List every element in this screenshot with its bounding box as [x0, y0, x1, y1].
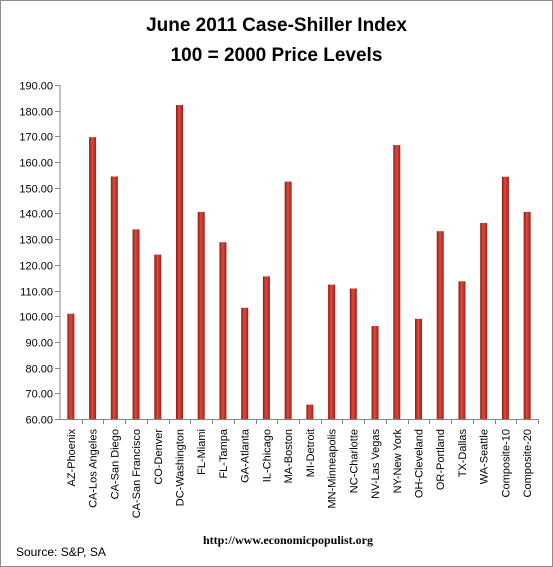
bar — [393, 145, 401, 419]
x-tick-label: AZ-Phoenix — [66, 429, 78, 487]
bar — [132, 229, 140, 419]
bar — [523, 211, 531, 419]
x-tick-label: CO-Denver — [153, 429, 165, 485]
y-tick-label: 120.00 — [19, 261, 53, 273]
x-tick-label: CA-Los Angeles — [88, 429, 100, 508]
bar — [328, 284, 336, 419]
y-tick-label: 140.00 — [19, 209, 53, 221]
y-tick-label: 130.00 — [19, 235, 53, 247]
x-tick-label: DC-Washington — [175, 429, 187, 506]
bar-series — [67, 105, 531, 419]
x-tick-label: FL-Tampa — [218, 428, 230, 478]
source-note: Source: S&P, SA — [16, 545, 106, 559]
bar — [154, 254, 162, 419]
y-tick-label: 100.00 — [19, 312, 53, 324]
bar — [480, 222, 488, 419]
y-tick-label: 70.00 — [25, 389, 53, 401]
x-tick-label: GA-Atlanta — [240, 428, 252, 483]
x-tick-label: NC-Charlotte — [348, 429, 360, 493]
y-tick-label: 60.00 — [25, 415, 53, 427]
y-tick-label: 150.00 — [19, 184, 53, 196]
bar — [349, 288, 357, 419]
y-tick-label: 180.00 — [19, 107, 53, 119]
x-tick-label: CA-San Diego — [109, 429, 121, 499]
bar — [262, 276, 270, 419]
y-tick-label: 80.00 — [25, 364, 53, 376]
bar — [241, 307, 249, 419]
bar — [415, 318, 422, 419]
chart-title-line2: 100 = 2000 Price Levels — [170, 45, 383, 66]
x-tick-label: MI-Detroit — [305, 429, 317, 477]
x-axis: AZ-Phoenix CA-Los Angeles CA-San Diego CA-S… — [60, 419, 539, 518]
x-tick-label: MA-Boston — [283, 429, 295, 483]
y-tick-label: 190.00 — [19, 81, 53, 93]
bar — [176, 105, 183, 419]
x-tick-label: Composite-20 — [522, 429, 534, 497]
x-tick-label: OR-Portland — [435, 429, 447, 490]
x-tick-label: NY-New York — [392, 429, 404, 494]
x-tick-label: MN-Minneapolis — [327, 429, 339, 509]
x-tick-label: OH-Cleveland — [414, 429, 426, 498]
bar — [371, 325, 379, 419]
x-tick-label: WA-Seattle — [479, 429, 491, 484]
y-tick-label: 170.00 — [19, 132, 53, 144]
x-tick-label: NV-Las Vegas — [370, 429, 382, 499]
y-tick-label: 90.00 — [25, 338, 53, 350]
bar — [67, 313, 75, 419]
y-axis: 60.00 70.00 80.00 90.00 100.00 110.00 120.00 13… — [19, 81, 61, 427]
bar — [501, 176, 509, 419]
x-tick-label: CA-San Francisco — [131, 429, 143, 518]
bar — [284, 181, 292, 419]
bar — [89, 137, 97, 419]
x-tick-label: FL-Miami — [196, 429, 208, 475]
x-tick-label: TX-Dallas — [457, 429, 469, 478]
source-url[interactable]: http://www.economicpopulist.org — [203, 533, 374, 547]
x-tick-label: IL-Chicago — [261, 429, 273, 482]
bar — [306, 404, 314, 419]
bar — [436, 231, 444, 419]
bar — [197, 211, 205, 419]
y-tick-label: 160.00 — [19, 158, 53, 170]
bar — [458, 281, 466, 419]
bar — [110, 176, 118, 419]
x-tick-label: Composite-10 — [500, 429, 512, 497]
chart-title-line1: June 2011 Case-Shiller Index — [146, 15, 407, 36]
y-tick-label: 110.00 — [20, 287, 53, 299]
bar — [219, 242, 227, 419]
